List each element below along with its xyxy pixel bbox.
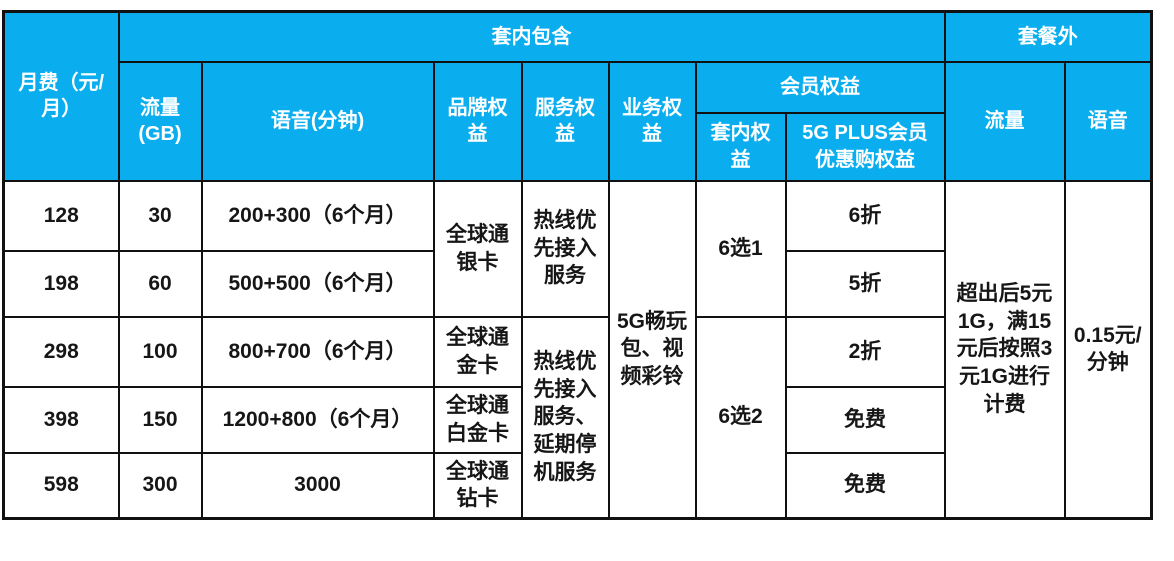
cell-overage-data-rule: 超出后5元 1G，满15 元后按照3 元1G进行 计费 bbox=[943, 179, 1066, 520]
table-body: 128 30 200+300（6个月） 全球通 银卡 热线优 先接入 服务 5G… bbox=[2, 179, 1153, 520]
cell-brand-platinum: 全球通 白金卡 bbox=[432, 385, 523, 454]
header-out-of-package-group: 套餐外 bbox=[943, 10, 1153, 63]
header-in-package-group: 套内包含 bbox=[117, 10, 946, 63]
cell-voice: 200+300（6个月） bbox=[200, 179, 435, 252]
header-outside-data: 流量 bbox=[943, 60, 1066, 182]
cell-voice: 800+700（6个月） bbox=[200, 315, 435, 388]
header-member-5g-plus: 5G PLUS会员 优惠购权益 bbox=[784, 111, 946, 182]
cell-fee: 198 bbox=[2, 249, 120, 318]
cell-fee: 598 bbox=[2, 451, 120, 520]
cell-member-choose-1: 6选1 bbox=[694, 179, 787, 318]
cell-5g-discount: 2折 bbox=[784, 315, 946, 388]
cell-fee: 398 bbox=[2, 385, 120, 454]
cell-data: 60 bbox=[117, 249, 203, 318]
header-member-in-package: 套内权 益 bbox=[694, 111, 787, 182]
table-row-298: 298 100 800+700（6个月） 全球通 金卡 热线优 先接入 服务、 … bbox=[2, 315, 1152, 520]
cell-service-benefit-345: 热线优 先接入 服务、 延期停 机服务 bbox=[520, 315, 610, 520]
cell-data: 30 bbox=[117, 179, 203, 252]
header-monthly-fee: 月费（元/ 月） bbox=[2, 10, 120, 182]
cell-service-benefit-12: 热线优 先接入 服务 bbox=[520, 179, 610, 318]
table-row-598: 598 300 3000 全球通 钻卡 免费 bbox=[2, 451, 1152, 520]
cell-voice: 1200+800（6个月） bbox=[200, 385, 435, 454]
cell-5g-discount: 6折 bbox=[784, 179, 946, 252]
cell-brand-diamond: 全球通 钻卡 bbox=[432, 451, 523, 520]
cell-5g-discount: 免费 bbox=[784, 385, 946, 454]
cell-5g-discount: 免费 bbox=[784, 451, 946, 520]
cell-5g-discount: 5折 bbox=[784, 249, 946, 318]
cell-voice: 3000 bbox=[200, 451, 435, 520]
cell-brand-gold: 全球通 金卡 bbox=[432, 315, 523, 388]
cell-fee: 298 bbox=[2, 315, 120, 388]
cell-voice: 500+500（6个月） bbox=[200, 249, 435, 318]
cell-data: 100 bbox=[117, 315, 203, 388]
table-row-398: 398 150 1200+800（6个月） 全球通 白金卡 免费 bbox=[2, 385, 1152, 454]
table-row-198: 198 60 500+500（6个月） 5折 bbox=[2, 249, 1152, 318]
header-business-benefit: 业务权 益 bbox=[607, 60, 697, 182]
tariff-pricing-table: 月费（元/ 月） 套内包含 套餐外 流量 (GB) 语音(分钟) 品牌权 益 服… bbox=[2, 10, 1153, 520]
header-data-gb: 流量 (GB) bbox=[117, 60, 203, 182]
header-voice-minutes: 语音(分钟) bbox=[200, 60, 435, 182]
table-header: 月费（元/ 月） 套内包含 套餐外 流量 (GB) 语音(分钟) 品牌权 益 服… bbox=[2, 10, 1153, 182]
cell-business-benefit-all: 5G畅玩 包、视 频彩铃 bbox=[607, 179, 697, 520]
cell-data: 300 bbox=[117, 451, 203, 520]
cell-brand-silver: 全球通 银卡 bbox=[432, 179, 523, 318]
cell-overage-voice-rate: 0.15元/ 分钟 bbox=[1063, 179, 1153, 520]
header-outside-voice: 语音 bbox=[1063, 60, 1153, 182]
header-brand-benefit: 品牌权 益 bbox=[432, 60, 523, 182]
cell-data: 150 bbox=[117, 385, 203, 454]
header-service-benefit: 服务权 益 bbox=[520, 60, 610, 182]
header-member-benefit-group: 会员权益 bbox=[694, 60, 946, 114]
table-row-128: 128 30 200+300（6个月） 全球通 银卡 热线优 先接入 服务 5G… bbox=[2, 179, 1153, 520]
cell-member-choose-2: 6选2 bbox=[694, 315, 787, 520]
cell-fee: 128 bbox=[2, 179, 120, 252]
